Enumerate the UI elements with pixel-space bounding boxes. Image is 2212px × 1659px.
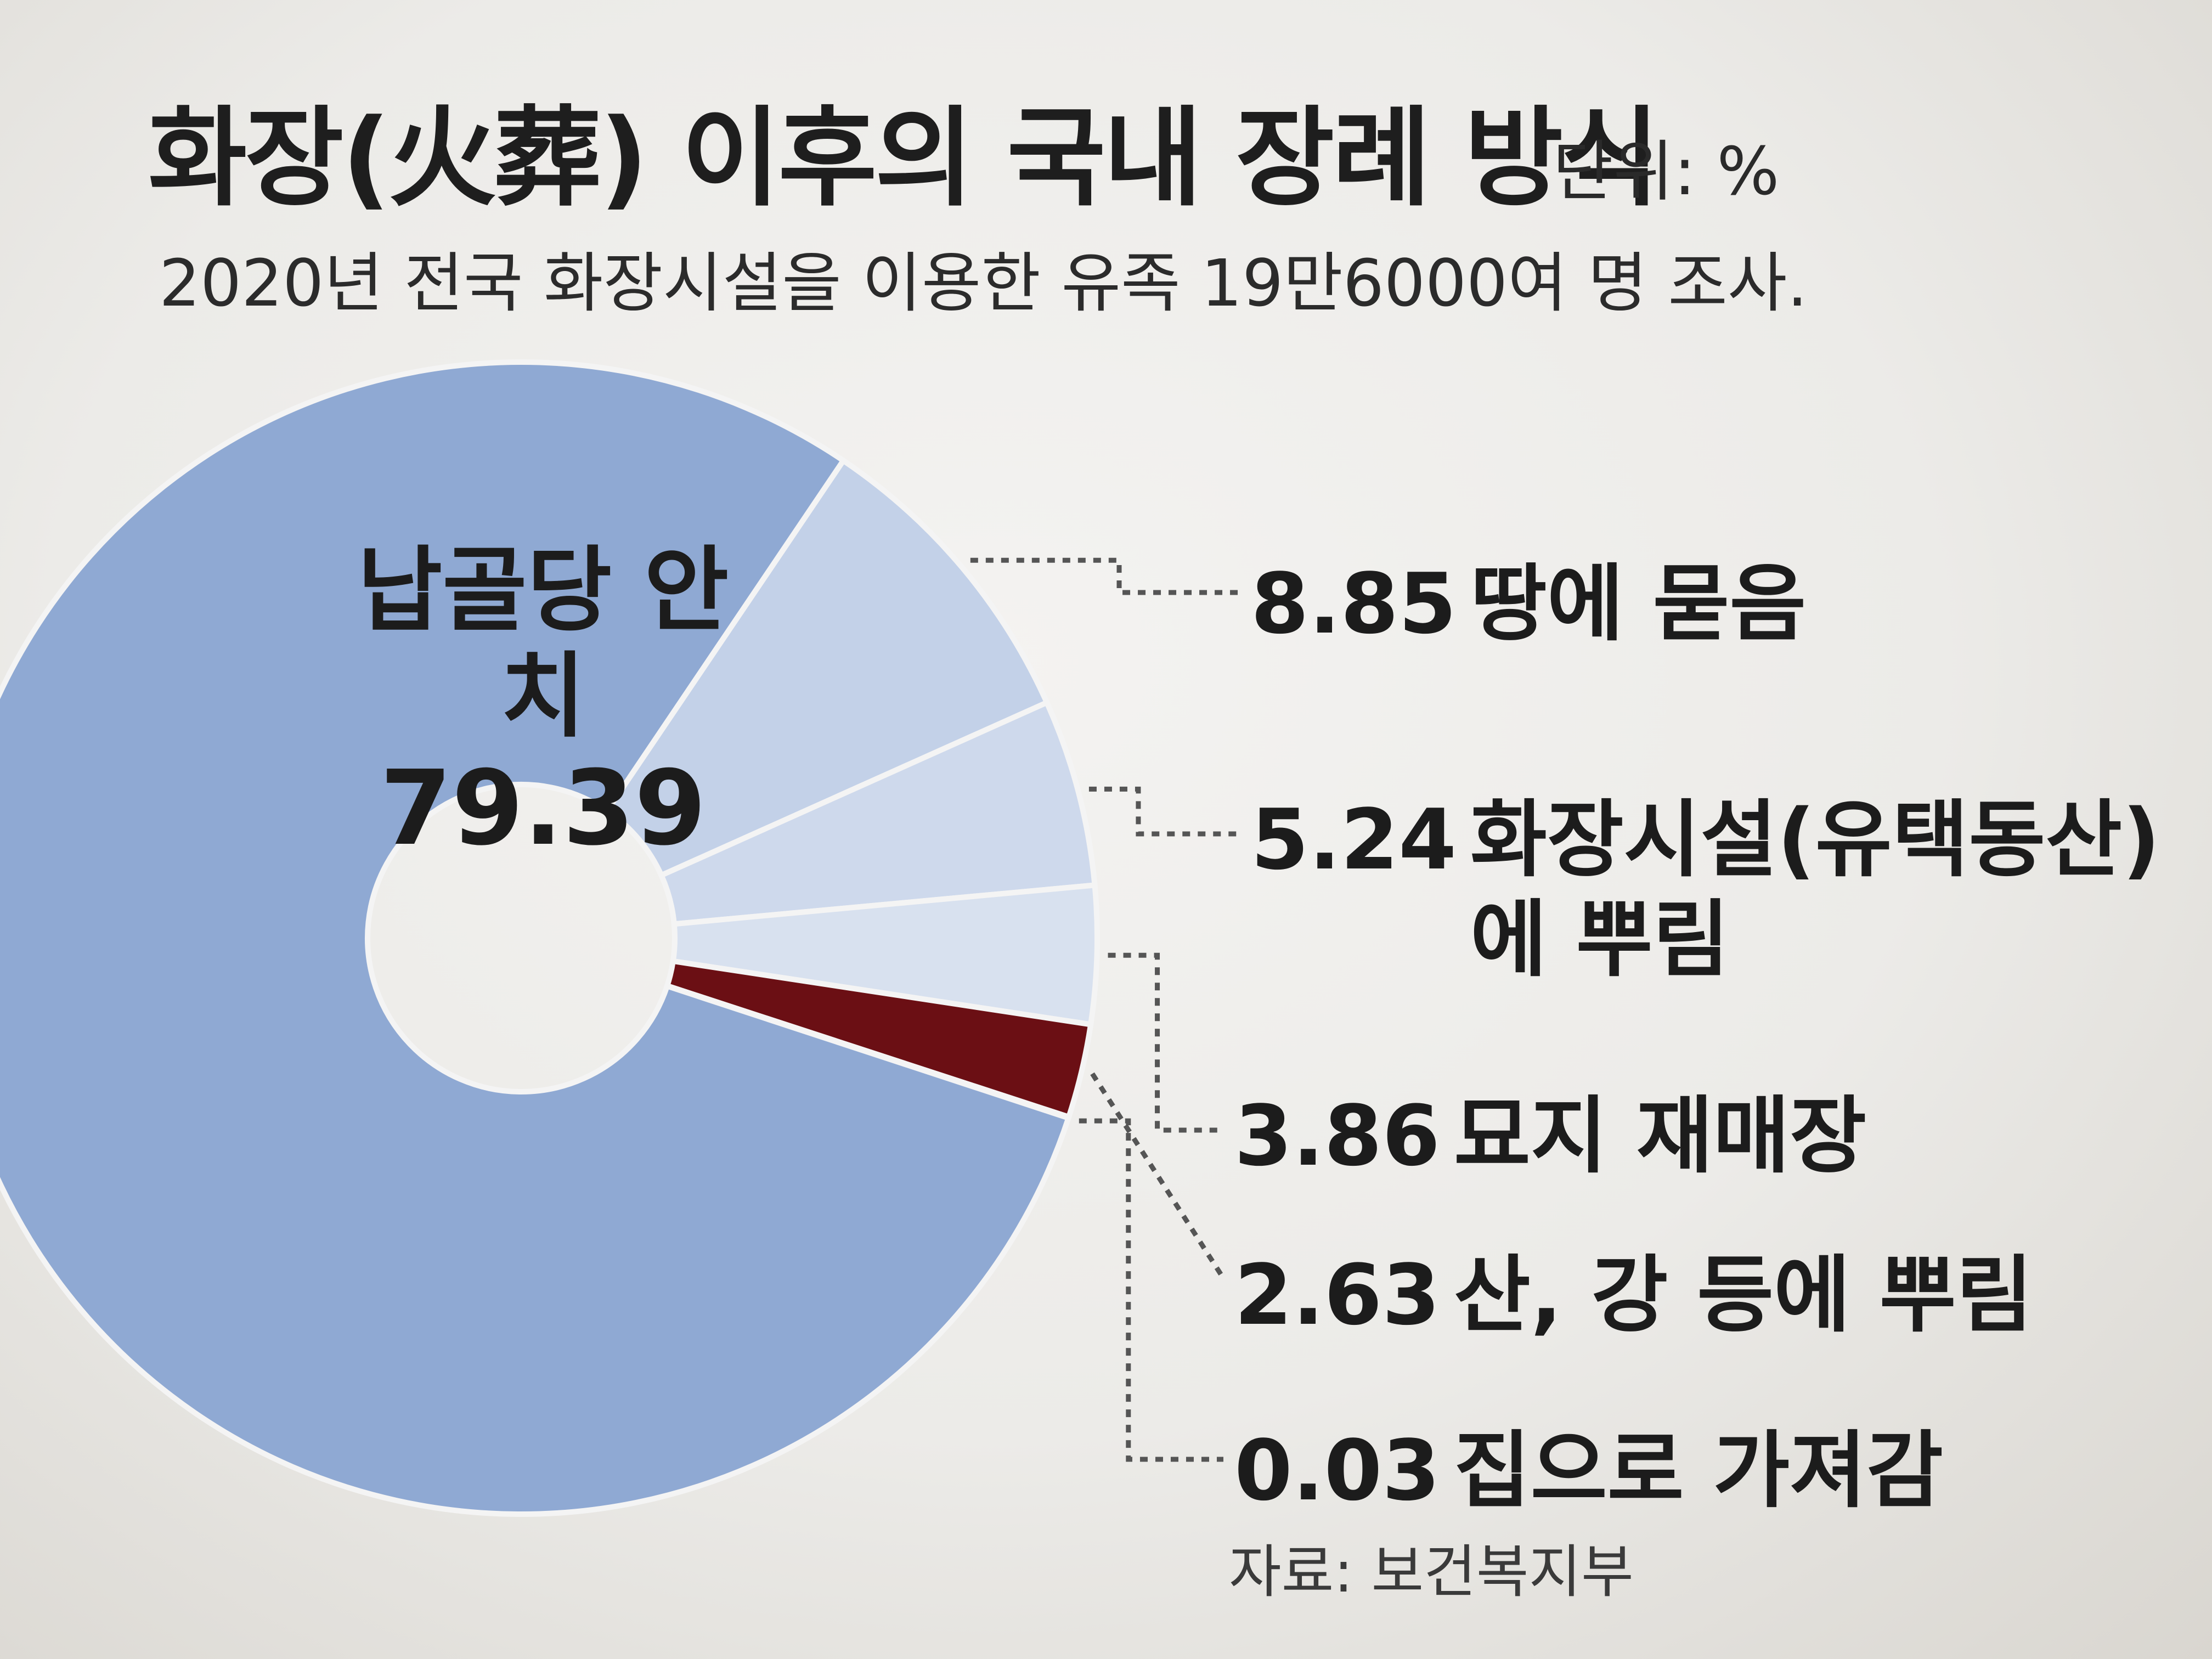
leader-line-3 [1108,952,1223,1133]
chart-subtitle: 2020년 전국 화장시설을 이용한 유족 19만6000여 명 조사. [159,245,1808,321]
legend-item-3: 3.86 묘지 재매장 [1234,1086,1866,1186]
leader-line-2 [1088,786,1240,837]
unit-label: 단위: % [1553,134,1780,210]
legend-label-3: 묘지 재매장 [1454,1087,1867,1184]
legend-label-4: 산, 강 등에 뿌림 [1454,1246,2033,1344]
legend-item-4: 2.63 산, 강 등에 뿌림 [1234,1245,2033,1345]
legend-item-1: 8.85 땅에 묻음 [1251,554,1806,654]
legend-value-3: 3.86 [1234,1087,1441,1184]
slice-0 [0,359,1072,1517]
legend-value-5: 0.03 [1234,1422,1441,1519]
legend-label-2: 화장시설(유택동산) [1470,791,2160,888]
legend-label-1: 땅에 묻음 [1470,555,1807,652]
legend-item-5: 0.03 집으로 가져감 [1234,1421,1943,1521]
slice-value-0: 79.39 [380,748,707,869]
slice-3 [670,882,1100,1028]
leader-line-1 [970,557,1240,595]
legend-label-2-line2: 에 뿌림 [1470,891,1730,989]
legend-value-4: 2.63 [1234,1246,1441,1344]
legend-label-5: 집으로 가져감 [1454,1422,1943,1519]
slice-1 [603,456,1051,879]
slice-name-0: 납골당 안치 [357,537,729,751]
slice-2 [657,698,1098,927]
slice-label-0: 납골당 안치 79.39 [329,537,757,869]
legend-item-2: 5.24 화장시설(유택동산) 에 뿌림 [1251,790,2160,990]
leader-line-4 [1090,1072,1226,1280]
leader-line-5 [1079,1118,1223,1462]
legend-value-2: 5.24 [1251,791,1457,888]
source-note: 자료: 보건복지부 [1229,1538,1634,1605]
chart-title: 화장(火葬) 이후의 국내 장례 방식 [148,96,1660,221]
legend-value-1: 8.85 [1251,555,1457,652]
